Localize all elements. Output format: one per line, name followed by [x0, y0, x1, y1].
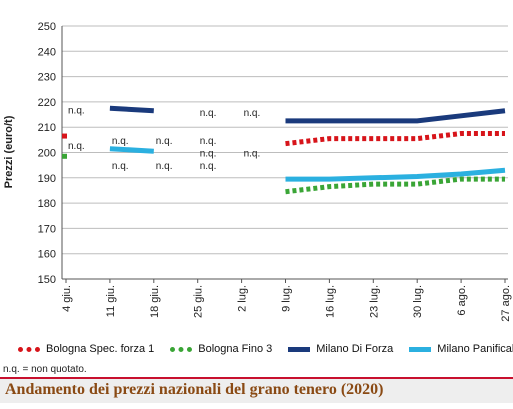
- y-tick-label: 250: [38, 21, 56, 33]
- y-tick-label: 230: [38, 72, 56, 84]
- grid-lines: [62, 25, 508, 280]
- y-tick-label: 240: [38, 46, 56, 58]
- legend-item: Milano Panificabile: [409, 343, 513, 355]
- series-point: [62, 133, 67, 139]
- x-tick-label: 2 lug.: [237, 285, 249, 312]
- y-tick-label: 180: [38, 198, 56, 210]
- y-axis-label: Prezzi (euro/t): [3, 115, 15, 188]
- annotation-label: n.q.: [244, 108, 261, 119]
- series-line: [109, 146, 154, 154]
- annotation-label: n.q.: [244, 149, 261, 160]
- x-tick-label: 9 lug.: [281, 285, 293, 312]
- x-tick-label: 18 giu.: [149, 285, 161, 318]
- annotation-label: n.q.: [112, 136, 129, 147]
- annotation-label: n.q.: [68, 141, 85, 152]
- legend-item: Milano Di Forza: [288, 343, 393, 355]
- y-tick-label: 200: [38, 148, 56, 160]
- y-tick-label: 220: [38, 97, 56, 109]
- y-tick-label: 150: [38, 274, 56, 286]
- series-line: [285, 167, 506, 182]
- y-tick-label: 190: [38, 173, 56, 185]
- annotation-label: n.q.: [200, 149, 217, 160]
- legend-label: Bologna Spec. forza 1: [46, 343, 155, 355]
- series-line: [285, 108, 506, 124]
- annotation-label: n.q.: [200, 108, 217, 119]
- series-point: [62, 153, 67, 159]
- annotation-label: n.q.: [112, 161, 129, 172]
- legend-label: Milano Di Forza: [316, 343, 394, 355]
- legend-label: Milano Panificabile: [437, 343, 513, 355]
- x-tick-label: 23 lug.: [368, 285, 380, 318]
- title-bar: Andamento dei prezzi nazionali del grano…: [0, 377, 513, 403]
- legend-label: Bologna Fino 3: [198, 343, 273, 355]
- series-line: [285, 131, 505, 147]
- annotation-label: n.q.: [68, 105, 85, 116]
- legend-swatch: [170, 346, 193, 352]
- x-tick-label: 25 giu.: [193, 285, 205, 318]
- price-chart: 150 160 170 180 190 200 210 220 230 240 250 4 giu. 1…: [3, 21, 512, 322]
- annotation-label: n.q.: [200, 161, 217, 172]
- x-tick-label: 16 lug.: [324, 285, 336, 318]
- chart-title: Andamento dei prezzi nazionali del grano…: [5, 381, 384, 398]
- x-tick-label: 4 giu.: [61, 285, 73, 312]
- y-tick-label: 160: [38, 249, 56, 261]
- annotation-label: n.q.: [156, 161, 173, 172]
- data-series: [62, 105, 506, 195]
- footnote: n.q. = non quotato.: [3, 364, 87, 375]
- legend: Bologna Spec. forza 1 Bologna Fino 3 Milan…: [18, 341, 513, 357]
- x-tick-label: 27 ago.: [500, 285, 512, 322]
- annotation-label: n.q.: [200, 136, 217, 147]
- legend-swatch: [409, 346, 432, 352]
- legend-swatch: [288, 346, 311, 352]
- axes: 150 160 170 180 190 200 210 220 230 240 250 4 giu. 1…: [38, 21, 512, 322]
- series-line: [285, 176, 505, 195]
- y-tick-label: 210: [38, 122, 56, 134]
- annotations: n.q.n.q. n.q.n.q.n.q.n.q.n.q.n.q.n.q.n.q.…: [68, 105, 260, 172]
- x-tick-label: 30 lug.: [412, 285, 424, 318]
- annotation-label: n.q.: [156, 136, 173, 147]
- legend-item: Bologna Spec. forza 1: [18, 343, 154, 355]
- x-tick-label: 11 giu.: [105, 285, 117, 317]
- series-line: [109, 105, 154, 114]
- legend-item: Bologna Fino 3: [170, 343, 272, 355]
- x-tick-label: 6 ago.: [456, 285, 468, 316]
- legend-swatch: [18, 346, 40, 352]
- y-tick-label: 170: [38, 223, 56, 235]
